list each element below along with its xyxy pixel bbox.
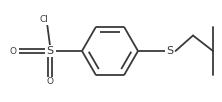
Text: O: O — [46, 78, 54, 86]
Text: S: S — [46, 46, 54, 56]
Text: Cl: Cl — [40, 16, 48, 24]
Text: O: O — [10, 47, 16, 55]
Text: S: S — [166, 46, 174, 56]
